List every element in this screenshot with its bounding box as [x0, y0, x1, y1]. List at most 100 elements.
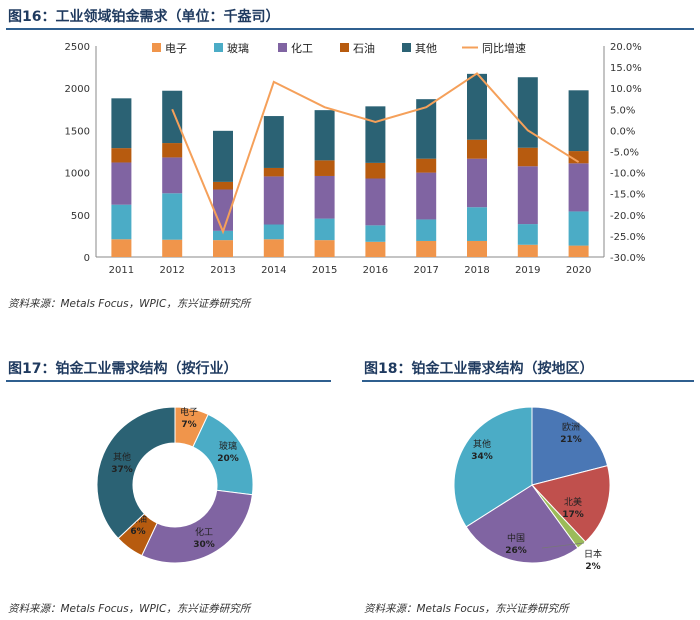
legend-label: 石油: [353, 41, 375, 55]
bar-segment: [365, 241, 386, 257]
bar-segment: [416, 158, 437, 173]
legend-label: 玻璃: [227, 41, 249, 55]
legend-swatch: [278, 43, 287, 52]
legend-swatch: [152, 43, 161, 52]
fig16-title-rule: [6, 28, 694, 30]
x-tick-label: 2018: [464, 265, 489, 276]
bar-segment: [111, 148, 132, 163]
bar-segment: [517, 147, 538, 167]
bar-segment: [263, 176, 284, 225]
y-tick-label: 1000: [65, 169, 90, 180]
bar-segment: [365, 178, 386, 226]
bar-segment: [568, 245, 589, 257]
slice-label: 日本: [584, 548, 602, 560]
fig18-title: 图18：铂金工业需求结构（按地区）: [364, 361, 594, 377]
legend-swatch: [402, 43, 411, 52]
bar-segment: [263, 116, 284, 168]
x-tick-label: 2011: [109, 265, 134, 276]
y-tick-label: 2000: [65, 84, 90, 95]
bar-segment: [162, 239, 183, 257]
y2-tick-label: 0.0%: [610, 126, 635, 137]
y2-tick-label: 15.0%: [610, 63, 642, 74]
pie-slice: [96, 406, 176, 540]
bar-segment: [467, 73, 487, 140]
fig18-source: 资料来源：Metals Focus，东兴证券研究所: [364, 603, 569, 615]
y2-tick-label: -15.0%: [610, 190, 645, 201]
bar-segment: [467, 207, 487, 241]
bar-segment: [111, 239, 132, 257]
legend-label: 电子: [165, 42, 187, 55]
bar-segment: [111, 162, 132, 205]
bar-segment: [314, 218, 335, 241]
x-tick-label: 2013: [210, 265, 235, 276]
bar-segment: [416, 240, 437, 257]
bar-segment: [111, 98, 132, 149]
slice-value: 6%: [130, 527, 145, 537]
y2-tick-label: 20.0%: [610, 42, 642, 53]
y2-tick-label: -25.0%: [610, 232, 645, 243]
bar-segment: [162, 143, 183, 158]
bar-segment: [467, 240, 487, 257]
x-tick-label: 2020: [566, 265, 591, 276]
slice-value: 21%: [560, 435, 582, 445]
bar-line-chart: 0 500 1000 1500 2000 2500 20.0% 15.0% 10.0% 5.0% 0…: [65, 41, 646, 276]
pie-chart: 欧洲 21% 北美 17% 日本 2% 中国 26% 其他 34%: [453, 406, 611, 572]
y2-tick-label: 5.0%: [610, 105, 635, 116]
bar-segment: [416, 172, 437, 220]
slice-label: 玻璃: [219, 440, 237, 452]
bar-segment: [517, 166, 538, 225]
bar-segment: [416, 99, 437, 159]
slice-label: 中国: [507, 532, 525, 544]
slice-value: 2%: [585, 562, 600, 572]
y2-tick-label: 10.0%: [610, 84, 642, 95]
pie-slice: [465, 484, 579, 564]
legend-label: 其他: [415, 42, 437, 55]
bar-segment: [162, 90, 183, 144]
slice-value: 20%: [217, 454, 239, 464]
japan-leader-line: [541, 542, 585, 549]
slice-label: 其他: [113, 451, 131, 463]
x-tick-label: 2019: [515, 265, 540, 276]
bar-segment: [517, 77, 538, 148]
bar-segment: [365, 225, 386, 242]
bar-segment: [213, 240, 233, 257]
bar-segment: [213, 230, 233, 241]
slice-value: 26%: [505, 546, 527, 556]
slice-label: 欧洲: [562, 421, 580, 433]
bar-segment: [263, 224, 284, 240]
y2-tick-label: -20.0%: [610, 211, 645, 222]
x-tick-label: 2012: [159, 265, 184, 276]
fig18-title-rule: [362, 380, 694, 382]
legend-swatch: [214, 43, 223, 52]
slice-label: 电子: [180, 406, 198, 418]
fig17-title: 图17：铂金工业需求结构（按行业）: [8, 361, 238, 377]
slice-value: 7%: [181, 420, 196, 430]
bar-segment: [467, 158, 487, 208]
x-tick-label: 2014: [261, 265, 286, 276]
bar-segment: [263, 167, 284, 177]
bar-segment: [263, 239, 284, 257]
bar-segment: [568, 163, 589, 212]
x-tick-label: 2015: [312, 265, 337, 276]
bar-segment: [568, 151, 589, 164]
bar-segment: [314, 175, 335, 219]
bar-segment: [416, 219, 437, 241]
bar-segment: [517, 244, 538, 257]
y-tick-label: 1500: [65, 126, 90, 137]
fig16-source: 资料来源：Metals Focus，WPIC，东兴证券研究所: [8, 298, 251, 310]
pie-slice: [453, 406, 533, 528]
bar-segment: [517, 224, 538, 245]
y-tick-label: 2500: [65, 42, 90, 53]
y2-tick-label: -5.0%: [610, 148, 639, 159]
fig16-title: 图16：工业领域铂金需求（单位：千盎司）: [8, 9, 280, 25]
slice-value: 17%: [562, 510, 584, 520]
fig17-title-rule: [6, 380, 331, 382]
pie-slice: [531, 406, 609, 486]
bar-segment: [568, 211, 589, 246]
fig17-source: 资料来源：Metals Focus，WPIC，东兴证券研究所: [8, 603, 251, 615]
slice-label: 北美: [564, 496, 582, 508]
bar-segment: [365, 162, 386, 179]
bar-segment: [314, 240, 335, 257]
bar-segment: [467, 139, 487, 159]
